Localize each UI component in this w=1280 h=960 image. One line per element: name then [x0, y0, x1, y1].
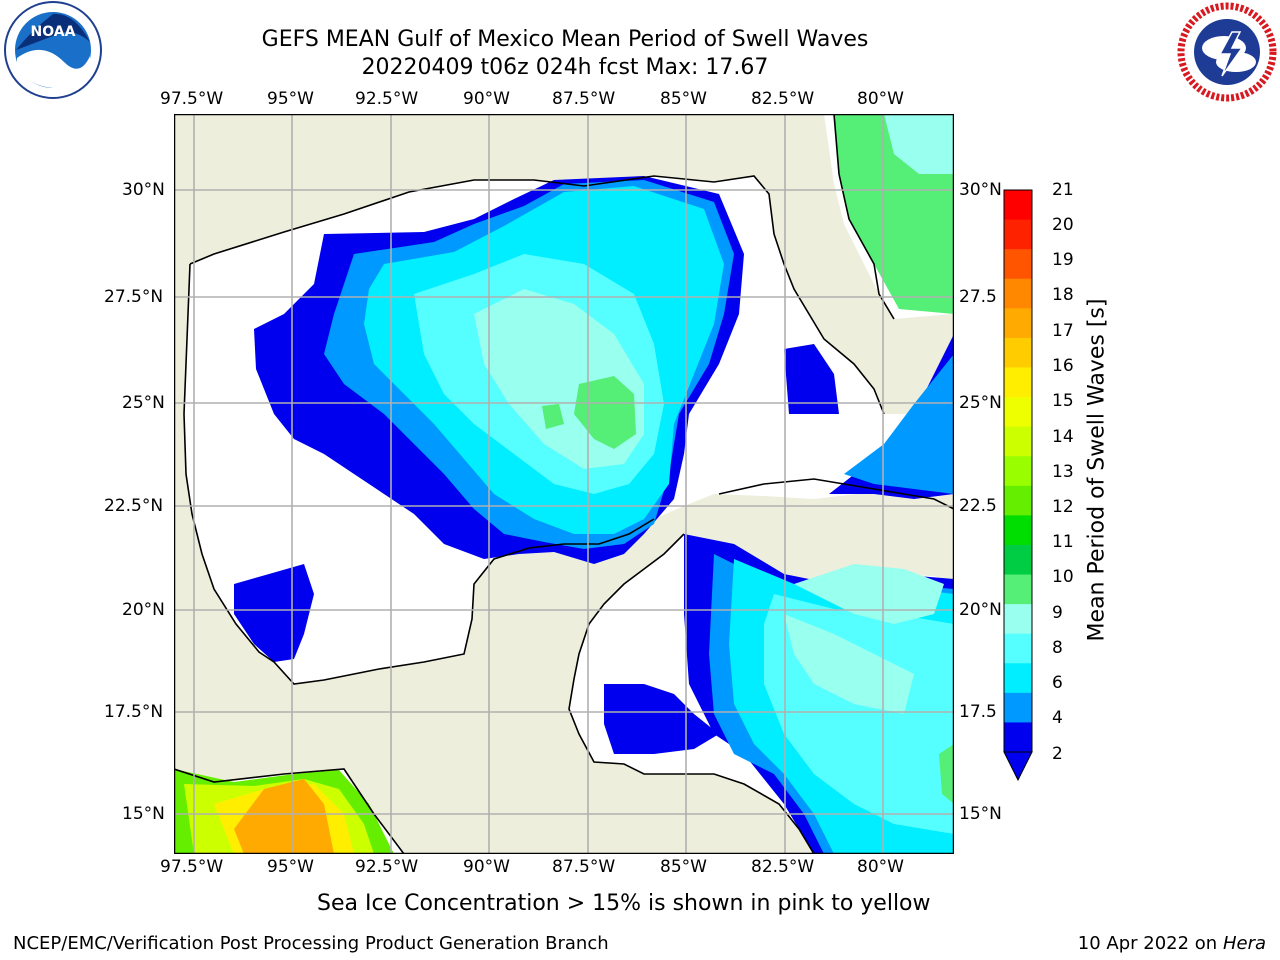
lat-tick-left: 15°N	[122, 804, 165, 824]
colorbar-swatch	[1004, 633, 1032, 664]
lat-tick-right: 15°N	[959, 804, 1002, 824]
colorbar-tick: 15	[1052, 391, 1074, 411]
colorbar-tick: 16	[1052, 356, 1074, 376]
colorbar-extend-arrow	[1003, 751, 1033, 782]
svg-text:NOAA: NOAA	[31, 24, 76, 40]
lon-tick-bottom: 97.5°W	[160, 857, 224, 877]
colorbar-swatch	[1004, 544, 1032, 576]
colorbar-swatch	[1004, 604, 1032, 635]
colorbar-tick: 18	[1052, 285, 1074, 305]
lon-tick-top: 80°W	[857, 89, 904, 109]
colorbar-tick: 12	[1052, 497, 1074, 517]
lon-tick-bottom: 95°W	[267, 857, 314, 877]
colorbar-swatch	[1004, 367, 1032, 398]
lat-tick-right: 22.5	[959, 496, 997, 516]
lat-tick-left: 30°N	[122, 180, 165, 200]
colorbar-tick: 20	[1052, 215, 1074, 235]
swell-period-map	[173, 113, 955, 855]
lon-tick-top: 85°W	[660, 89, 707, 109]
colorbar-swatch	[1004, 308, 1032, 339]
colorbar-swatch	[1004, 190, 1032, 221]
lat-tick-left: 17.5°N	[104, 702, 164, 722]
lat-tick-left: 20°N	[122, 600, 165, 620]
lon-tick-top: 87.5°W	[552, 89, 616, 109]
swell-contours	[174, 114, 954, 854]
lon-tick-top: 82.5°W	[751, 89, 815, 109]
colorbar-tick: 10	[1052, 567, 1074, 587]
lat-tick-right: 25°N	[959, 393, 1002, 413]
colorbar-swatch	[1004, 574, 1032, 605]
chart-subtitle: 20220409 t06z 024h fcst Max: 17.67	[361, 55, 769, 80]
lon-tick-top: 90°W	[463, 89, 510, 109]
colorbar-tick: 21	[1052, 180, 1074, 200]
colorbar-swatch	[1004, 663, 1032, 694]
colorbar-swatch	[1004, 397, 1032, 428]
lon-tick-top: 95°W	[267, 89, 314, 109]
colorbar-tick: 19	[1052, 250, 1074, 270]
lon-tick-bottom: 82.5°W	[751, 857, 815, 877]
colorbar-tick: 9	[1052, 603, 1063, 623]
coastlines	[173, 113, 955, 855]
colorbar-tick: 14	[1052, 427, 1074, 447]
sea-ice-note: Sea Ice Concentration > 15% is shown in …	[317, 891, 931, 916]
colorbar-swatch	[1004, 426, 1032, 457]
lon-tick-bottom: 80°W	[857, 857, 904, 877]
footer-host: Hera	[1222, 933, 1266, 954]
colorbar-tick: 8	[1052, 638, 1063, 658]
noaa-logo: NOAA	[2, 0, 104, 100]
colorbar-swatch	[1004, 485, 1032, 516]
colorbar-tick: 11	[1052, 532, 1074, 552]
chart-title: GEFS MEAN Gulf of Mexico Mean Period of …	[261, 27, 869, 52]
nws-logo	[1176, 2, 1278, 102]
colorbar-swatch	[1004, 219, 1032, 250]
lat-tick-right: 17.5	[959, 702, 997, 722]
colorbar-tick: 17	[1052, 321, 1074, 341]
graticule	[174, 114, 954, 854]
colorbar-tick: 2	[1052, 744, 1063, 764]
colorbar	[996, 184, 1046, 784]
lon-tick-bottom: 90°W	[463, 857, 510, 877]
lat-tick-left: 27.5°N	[104, 287, 164, 307]
lat-tick-right: 27.5	[959, 287, 997, 307]
lon-tick-bottom: 92.5°W	[355, 857, 419, 877]
colorbar-tick: 6	[1052, 673, 1063, 693]
colorbar-swatch	[1004, 722, 1032, 753]
colorbar-swatch	[1004, 249, 1032, 280]
colorbar-tick: 13	[1052, 462, 1074, 482]
lat-tick-left: 22.5°N	[104, 496, 164, 516]
lon-tick-top: 92.5°W	[355, 89, 419, 109]
colorbar-swatch	[1004, 456, 1032, 487]
colorbar-swatch	[1004, 515, 1032, 546]
lat-tick-left: 25°N	[122, 393, 165, 413]
lon-tick-bottom: 85°W	[660, 857, 707, 877]
lon-tick-bottom: 87.5°W	[552, 857, 616, 877]
footer-date: 10 Apr 2022 on Hera	[1078, 933, 1266, 954]
footer-date-text: 10 Apr 2022 on	[1077, 933, 1223, 954]
colorbar-swatch	[1004, 278, 1032, 309]
colorbar-swatch	[1004, 337, 1032, 368]
footer-credit: NCEP/EMC/Verification Post Processing Pr…	[13, 933, 609, 954]
colorbar-tick: 4	[1052, 708, 1063, 728]
lat-tick-right: 30°N	[959, 180, 1002, 200]
lat-tick-right: 20°N	[959, 600, 1002, 620]
colorbar-label: Mean Period of Swell Waves [s]	[1084, 298, 1110, 642]
lon-tick-top: 97.5°W	[160, 89, 224, 109]
colorbar-swatch	[1004, 692, 1032, 723]
